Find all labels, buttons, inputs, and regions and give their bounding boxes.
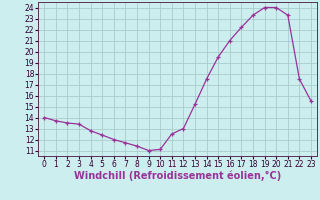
X-axis label: Windchill (Refroidissement éolien,°C): Windchill (Refroidissement éolien,°C)	[74, 171, 281, 181]
